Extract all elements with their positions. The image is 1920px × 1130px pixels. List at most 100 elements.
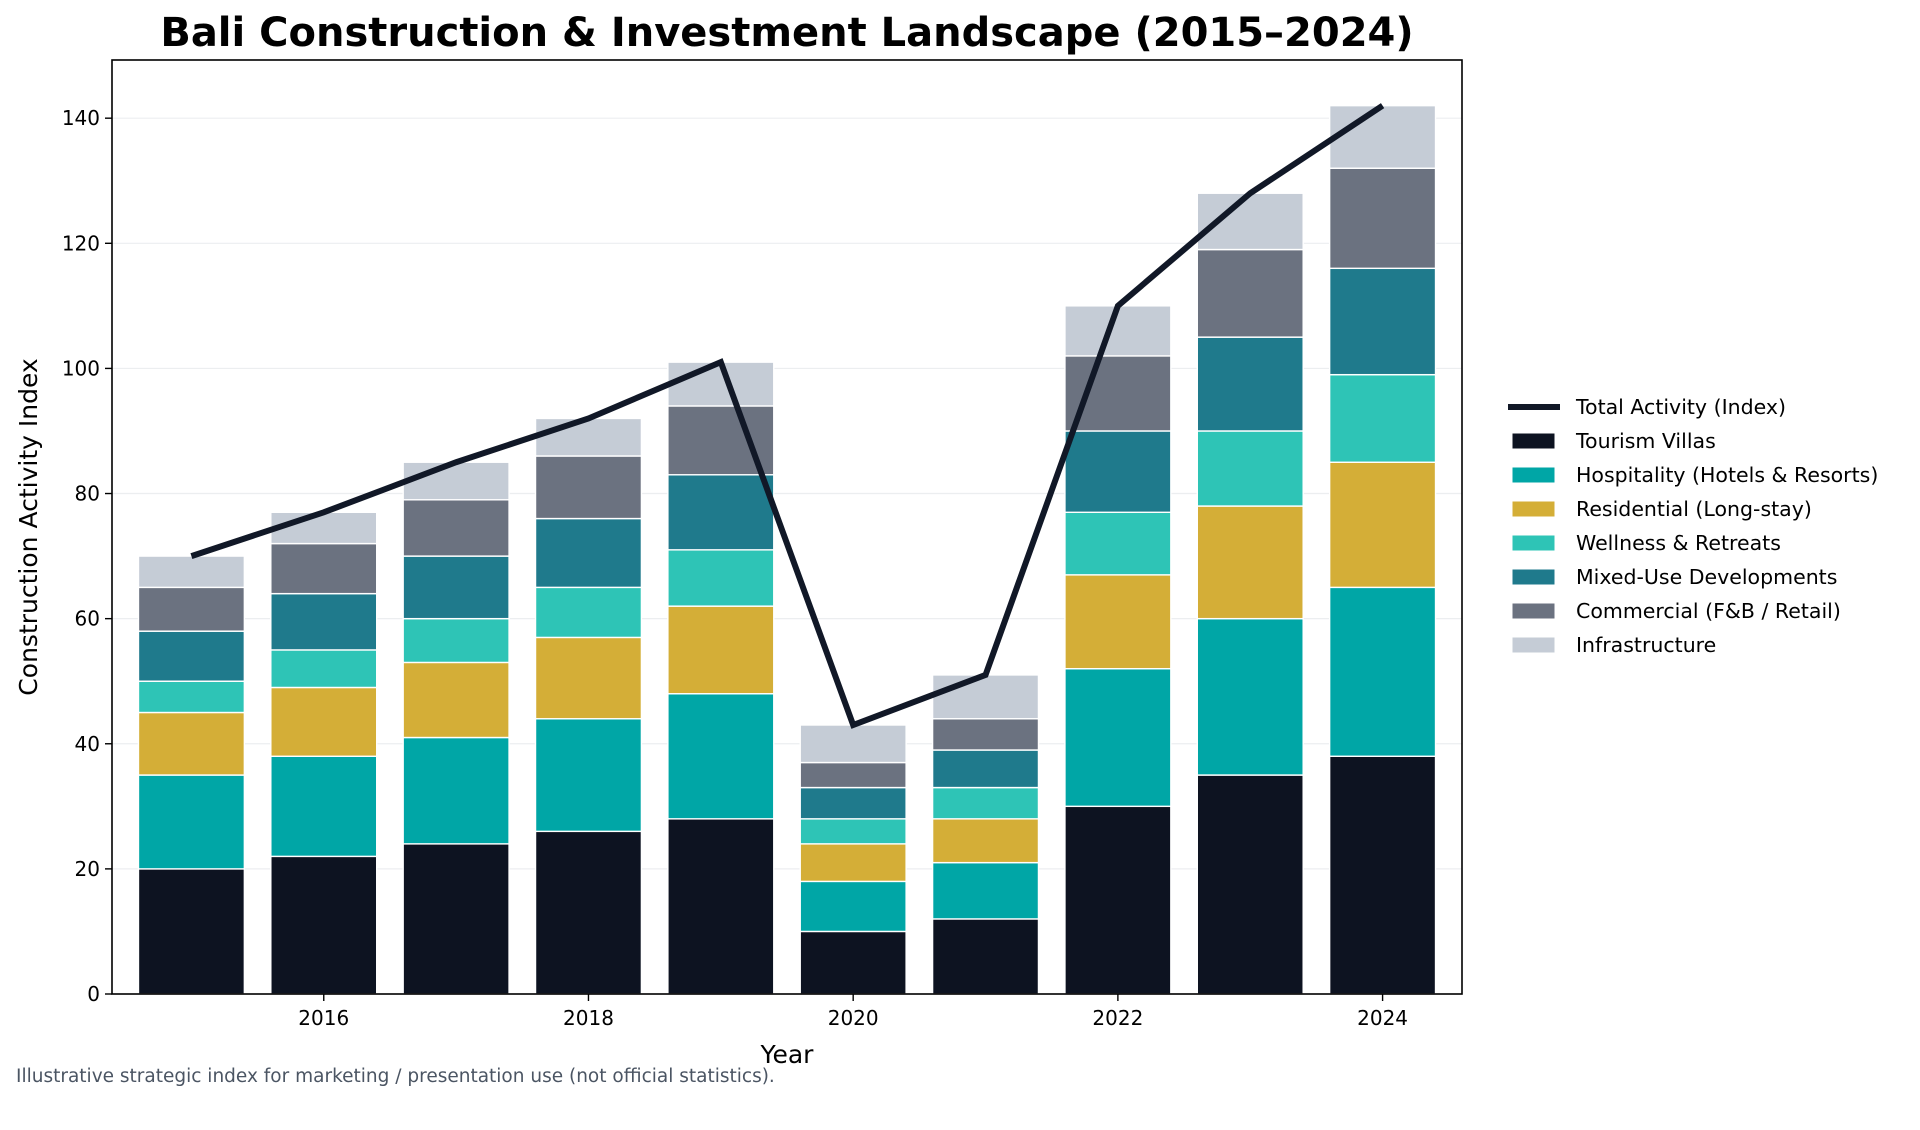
bar-segment-infrastructure-2015	[137, 555, 246, 589]
bar-segment-hospitality-hotels-resorts-2015	[137, 774, 246, 870]
bar-segment-mixed-use-developments-2021	[931, 749, 1040, 789]
bar-segment-wellness-retreats-2020	[799, 818, 907, 845]
legend-label: Residential (Long-stay)	[1576, 497, 1812, 521]
bar-segment-infrastructure-2020	[799, 724, 907, 764]
bar-segment-hospitality-hotels-resorts-2022	[1064, 667, 1172, 808]
bar-segment-residential-long-stay-2020	[799, 843, 907, 883]
legend-label: Wellness & Retreats	[1576, 531, 1781, 555]
bar-segment-hospitality-hotels-resorts-2019	[667, 693, 775, 820]
x-tick-label: 2024	[1357, 1006, 1408, 1030]
bar-segment-residential-long-stay-2023	[1196, 505, 1304, 620]
bar-segment-wellness-retreats-2018	[534, 586, 643, 639]
bar-segment-wellness-retreats-2024	[1328, 373, 1437, 463]
y-tick-label: 60	[75, 607, 100, 631]
bar-segment-wellness-retreats-2015	[137, 680, 246, 714]
y-axis-ticks: 0 20 40 60 80 100 120 140	[62, 106, 112, 1006]
bar-segment-wellness-retreats-2016	[270, 649, 378, 689]
bar-segment-hospitality-hotels-resorts-2016	[270, 755, 378, 858]
bar-segment-commercial-f-b-retail-2020	[799, 761, 907, 789]
legend-patch-swatch	[1511, 432, 1556, 450]
legend-item: Commercial (F&B / Retail)	[1511, 599, 1841, 623]
bar-segment-tourism-villas-2015	[137, 868, 246, 995]
bar-stack-2024	[1328, 104, 1437, 995]
bar-segment-mixed-use-developments-2020	[799, 786, 907, 820]
bar-segment-hospitality-hotels-resorts-2020	[799, 880, 907, 933]
legend-item: Total Activity (Index)	[1508, 395, 1786, 419]
x-axis-ticks: 2016 2018 2020 2022 2024	[298, 994, 1408, 1030]
bar-segment-tourism-villas-2023	[1196, 774, 1304, 995]
legend-patch-swatch	[1511, 636, 1556, 654]
bar-stack-2021	[931, 674, 1040, 995]
y-axis-label: Construction Activity Index	[14, 358, 43, 695]
bar-segment-residential-long-stay-2024	[1328, 461, 1437, 589]
bar-segment-residential-long-stay-2018	[534, 636, 643, 720]
bar-segment-infrastructure-2021	[931, 674, 1040, 720]
bar-segment-wellness-retreats-2022	[1064, 511, 1172, 576]
legend-patch-swatch	[1511, 534, 1556, 552]
bar-segment-infrastructure-2022	[1064, 305, 1172, 357]
bar-segment-wellness-retreats-2023	[1196, 430, 1304, 507]
chart-title: Bali Construction & Investment Landscape…	[160, 10, 1413, 56]
bar-segment-mixed-use-developments-2017	[402, 555, 510, 620]
x-tick-label: 2022	[1092, 1006, 1143, 1030]
bar-stack-2016	[270, 511, 378, 995]
bar-segment-wellness-retreats-2019	[667, 549, 775, 607]
bar-segment-residential-long-stay-2016	[270, 686, 378, 757]
legend-item: Residential (Long-stay)	[1511, 497, 1812, 521]
bar-segment-commercial-f-b-retail-2016	[270, 542, 378, 595]
bar-segment-mixed-use-developments-2018	[534, 517, 643, 589]
bar-stack-2018	[534, 417, 643, 995]
legend-label: Commercial (F&B / Retail)	[1576, 599, 1841, 623]
bar-stack-2015	[137, 555, 246, 995]
legend-patch-swatch	[1511, 500, 1556, 518]
bar-segment-residential-long-stay-2021	[931, 818, 1040, 864]
bar-segment-residential-long-stay-2019	[667, 605, 775, 695]
bar-segment-wellness-retreats-2021	[931, 786, 1040, 820]
y-tick-label: 120	[62, 231, 100, 255]
bar-stack-2023	[1196, 192, 1304, 995]
bar-segment-commercial-f-b-retail-2018	[534, 455, 643, 520]
legend-item: Hospitality (Hotels & Resorts)	[1511, 463, 1878, 487]
bar-segment-hospitality-hotels-resorts-2021	[931, 861, 1040, 920]
bar-segment-hospitality-hotels-resorts-2017	[402, 736, 510, 845]
y-tick-label: 140	[62, 106, 100, 130]
bar-segment-commercial-f-b-retail-2015	[137, 586, 246, 632]
bar-segment-mixed-use-developments-2022	[1064, 430, 1172, 513]
bar-segment-infrastructure-2018	[534, 417, 643, 457]
bar-segment-residential-long-stay-2017	[402, 661, 510, 739]
bar-segment-commercial-f-b-retail-2017	[402, 499, 510, 557]
bar-stack-2020	[799, 724, 907, 995]
bar-segment-mixed-use-developments-2016	[270, 592, 378, 651]
bar-segment-hospitality-hotels-resorts-2024	[1328, 586, 1437, 757]
legend-label: Infrastructure	[1576, 633, 1716, 657]
bar-segment-tourism-villas-2016	[270, 855, 378, 995]
bar-segment-tourism-villas-2024	[1328, 755, 1437, 995]
bar-stack-2019	[667, 361, 775, 995]
bar-segment-tourism-villas-2021	[931, 918, 1040, 995]
bar-segment-hospitality-hotels-resorts-2018	[534, 718, 643, 833]
y-tick-label: 20	[75, 857, 100, 881]
bar-segment-tourism-villas-2022	[1064, 805, 1172, 995]
bar-segment-mixed-use-developments-2015	[137, 630, 246, 682]
bar-segment-tourism-villas-2019	[667, 818, 775, 995]
x-tick-label: 2020	[828, 1006, 879, 1030]
bar-segment-infrastructure-2024	[1328, 104, 1437, 169]
total-activity-line	[190, 103, 1385, 729]
total-line-layer	[190, 103, 1385, 729]
y-tick-label: 80	[75, 482, 100, 506]
legend: Total Activity (Index) Tourism Villas Hosp…	[1508, 395, 1878, 657]
x-axis-label: Year	[760, 1040, 815, 1069]
legend-patch-swatch	[1511, 568, 1556, 586]
bar-segment-commercial-f-b-retail-2022	[1064, 355, 1172, 432]
bar-segment-commercial-f-b-retail-2024	[1328, 167, 1437, 270]
legend-item: Tourism Villas	[1511, 429, 1716, 453]
bar-segment-residential-long-stay-2015	[137, 711, 246, 776]
bar-segment-hospitality-hotels-resorts-2023	[1196, 617, 1304, 776]
y-tick-label: 100	[62, 356, 100, 380]
bar-segment-mixed-use-developments-2024	[1328, 267, 1437, 376]
bar-segment-infrastructure-2016	[270, 511, 378, 545]
bar-stack-2017	[402, 461, 510, 995]
footnote: Illustrative strategic index for marketi…	[16, 1066, 775, 1087]
y-tick-label: 0	[87, 982, 100, 1006]
